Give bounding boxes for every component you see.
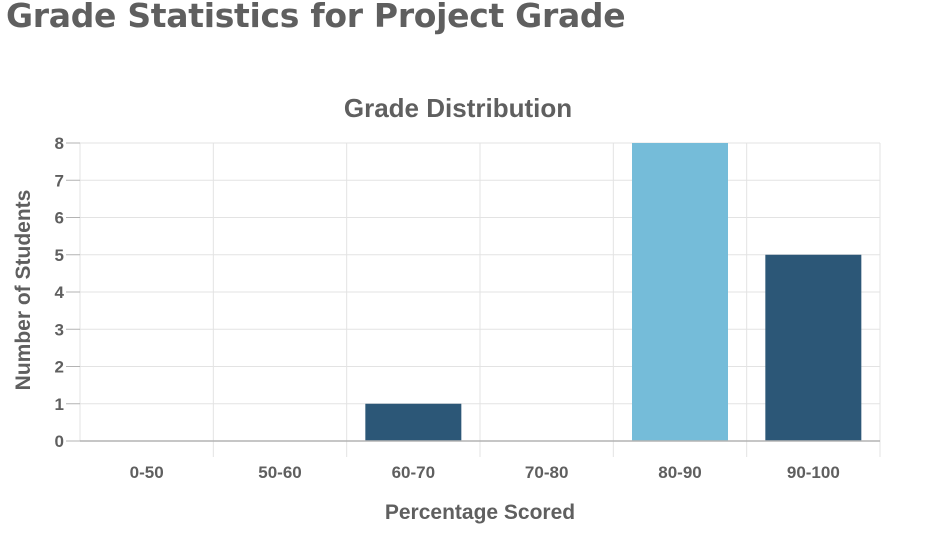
bar-90-100[interactable]	[765, 254, 862, 441]
x-tick-label: 60-70	[392, 463, 435, 482]
y-tick-label: 1	[55, 395, 64, 414]
y-axis-label: Number of Students	[12, 190, 35, 391]
x-tick-label: 80-90	[658, 463, 701, 482]
chart-title: Grade Distribution	[344, 93, 572, 123]
tick-labels: 0 1 2 3 4 5 6 7 8 0-50 50-60 60-70 70-80 80-90 90-100	[55, 134, 840, 482]
axes	[66, 142, 880, 442]
bars	[365, 143, 862, 441]
page-heading: Grade Statistics for Project Grade	[6, 0, 626, 35]
y-tick-label: 5	[55, 246, 64, 265]
bar-60-70[interactable]	[365, 403, 462, 441]
grid-lines	[79, 142, 881, 457]
x-axis-label: Percentage Scored	[385, 501, 575, 524]
y-tick-label: 7	[55, 171, 64, 190]
y-tick-label: 2	[55, 358, 64, 377]
y-tick-label: 3	[55, 320, 64, 339]
x-tick-label: 70-80	[525, 463, 568, 482]
y-tick-label: 8	[55, 134, 64, 153]
bar-80-90[interactable]	[632, 143, 728, 441]
x-tick-label: 0-50	[130, 463, 164, 482]
x-tick-label: 90-100	[787, 463, 840, 482]
x-tick-label: 50-60	[258, 463, 301, 482]
y-tick-label: 6	[55, 209, 64, 228]
y-tick-label: 0	[55, 432, 64, 451]
y-tick-label: 4	[55, 283, 65, 302]
